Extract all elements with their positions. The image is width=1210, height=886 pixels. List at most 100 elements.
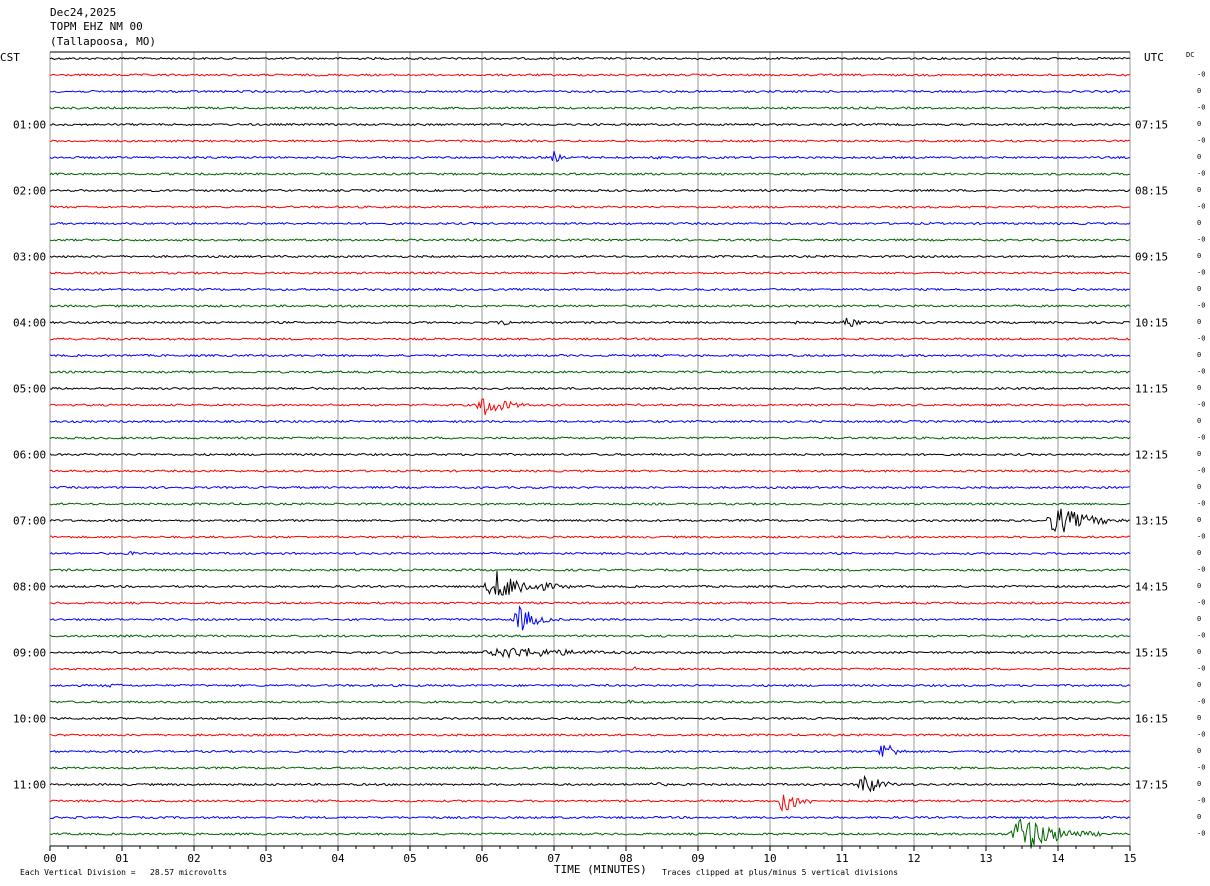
trace-line — [49, 172, 1131, 176]
dc-offset-mark: -0 — [1197, 236, 1205, 244]
x-tick-label: 03 — [259, 852, 272, 865]
dc-label: DC — [1186, 51, 1194, 59]
dc-offset-mark: 0 — [1197, 417, 1201, 425]
trace-line — [49, 398, 1131, 416]
dc-offset-mark: 0 — [1197, 285, 1201, 293]
right-hour-label: 15:15 — [1135, 647, 1168, 660]
left-hour-label: 06:00 — [13, 449, 46, 462]
x-axis: 00 01 02 03 04 05 06 07 08 09 10 11 12 13 14 15 — [43, 845, 1137, 865]
left-hour-label: 11:00 — [13, 779, 46, 792]
right-hour-label: 09:15 — [1135, 251, 1168, 264]
left-hour-label: 05:00 — [13, 383, 46, 396]
right-hour-label: 13:15 — [1135, 515, 1168, 528]
scale-note: Each Vertical Division = 28.57 microvolt… — [20, 868, 227, 877]
left-hour-label: 09:00 — [13, 647, 46, 660]
left-zone-label: CST — [0, 51, 20, 64]
trace-line — [49, 485, 1131, 490]
dc-offset-mark: 0 — [1197, 186, 1201, 194]
dc-offset-mark: 0 — [1197, 87, 1201, 95]
trace-line — [49, 699, 1131, 704]
dc-offset-column: -0 0 -0 0 -0 0 -0 0 -0 0 -0 0 -0 0 -0 0 -0 0 -0 0 -0 0 -0 0 -0 0 -… — [1197, 71, 1205, 838]
dc-offset-mark: -0 — [1197, 797, 1205, 805]
dc-offset-mark: 0 — [1197, 252, 1201, 260]
trace-line — [49, 436, 1131, 440]
dc-offset-mark: -0 — [1197, 731, 1205, 739]
x-tick-label: 11 — [835, 852, 848, 865]
dc-offset-mark: 0 — [1197, 351, 1201, 359]
left-hour-label: 08:00 — [13, 581, 46, 594]
trace-line — [49, 716, 1131, 721]
trace-line — [49, 794, 1131, 813]
trace-line — [49, 601, 1131, 605]
dc-offset-mark: -0 — [1197, 599, 1205, 607]
trace-line — [49, 570, 1131, 596]
dc-offset-mark: 0 — [1197, 813, 1201, 821]
trace-line — [49, 683, 1131, 688]
x-tick-label: 04 — [331, 852, 345, 865]
right-hour-label: 17:15 — [1135, 779, 1168, 792]
trace-line — [49, 122, 1131, 127]
dc-offset-mark: -0 — [1197, 335, 1205, 343]
trace-line — [49, 150, 1131, 163]
dc-offset-mark: -0 — [1197, 71, 1205, 79]
x-tick-label: 15 — [1123, 852, 1136, 865]
dc-offset-mark: -0 — [1197, 203, 1205, 211]
trace-line — [49, 337, 1131, 341]
left-hour-label: 03:00 — [13, 251, 46, 264]
trace-line — [49, 73, 1131, 77]
dc-offset-mark: -0 — [1197, 434, 1205, 442]
right-hour-label: 16:15 — [1135, 713, 1168, 726]
trace-line — [49, 508, 1131, 533]
x-tick-label: 14 — [1051, 852, 1065, 865]
trace-line — [49, 287, 1131, 292]
dc-offset-mark: -0 — [1197, 104, 1205, 112]
dc-offset-mark: 0 — [1197, 747, 1201, 755]
dc-offset-mark: 0 — [1197, 384, 1201, 392]
trace-line — [49, 818, 1131, 849]
right-hour-label: 10:15 — [1135, 317, 1168, 330]
left-hour-label: 07:00 — [13, 515, 46, 528]
dc-offset-mark: 0 — [1197, 648, 1201, 656]
trace-line — [49, 666, 1131, 671]
header-location: (Tallapoosa, MO) — [50, 35, 156, 48]
trace-line — [49, 188, 1131, 193]
header-date: Dec24,2025 — [50, 6, 116, 19]
trace-group — [49, 56, 1131, 849]
trace-line — [49, 815, 1131, 820]
x-tick-label: 06 — [475, 852, 488, 865]
trace-line — [49, 535, 1131, 539]
trace-line — [49, 766, 1131, 770]
dc-offset-mark: -0 — [1197, 764, 1205, 772]
dc-offset-mark: 0 — [1197, 681, 1201, 689]
trace-line — [49, 634, 1131, 638]
trace-line — [49, 419, 1131, 424]
dc-offset-mark: 0 — [1197, 483, 1201, 491]
dc-offset-mark: 0 — [1197, 582, 1201, 590]
dc-offset-mark: -0 — [1197, 698, 1205, 706]
dc-offset-mark: 0 — [1197, 450, 1201, 458]
plot-grid — [49, 51, 1131, 846]
trace-line — [49, 647, 1131, 659]
trace-line — [49, 744, 1131, 757]
trace-line — [49, 139, 1131, 143]
right-hour-label: 08:15 — [1135, 185, 1168, 198]
trace-line — [49, 551, 1131, 556]
left-hour-label: 02:00 — [13, 185, 46, 198]
dc-offset-mark: -0 — [1197, 566, 1205, 574]
trace-line — [49, 452, 1131, 457]
x-tick-label: 13 — [979, 852, 992, 865]
right-hour-label: 12:15 — [1135, 449, 1168, 462]
trace-line — [49, 106, 1131, 110]
dc-offset-mark: -0 — [1197, 467, 1205, 475]
trace-line — [49, 56, 1131, 61]
dc-offset-mark: 0 — [1197, 318, 1201, 326]
dc-offset-mark: -0 — [1197, 632, 1205, 640]
x-tick-label: 05 — [403, 852, 416, 865]
trace-line — [49, 254, 1131, 259]
x-tick-label: 08 — [619, 852, 632, 865]
x-tick-label: 10 — [763, 852, 776, 865]
x-tick-label: 09 — [691, 852, 704, 865]
header-station: TOPM EHZ NM 00 — [50, 20, 143, 33]
dc-offset-mark: 0 — [1197, 516, 1201, 524]
